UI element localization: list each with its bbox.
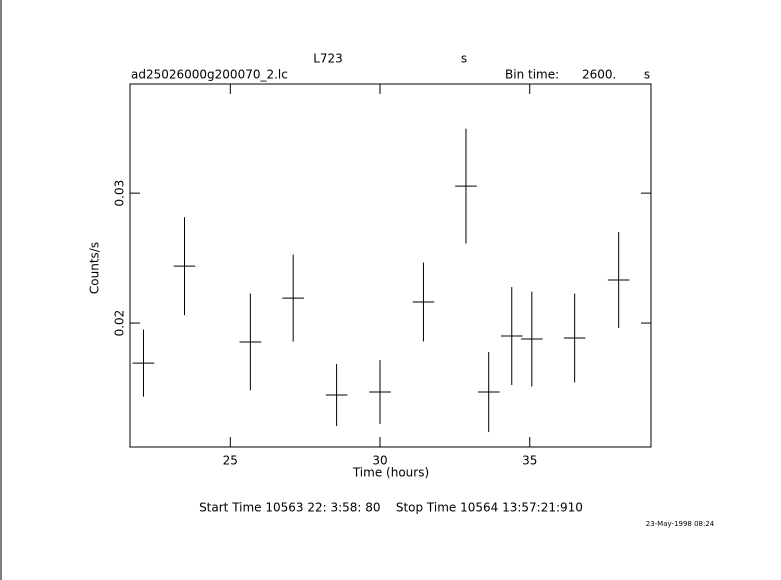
title-unit: s bbox=[461, 52, 467, 66]
footer: Start Time 10563 22: 3:58: 80 Stop Time … bbox=[199, 501, 583, 515]
bin-label: Bin time: bbox=[505, 68, 559, 82]
y-axis-label: Counts/s bbox=[88, 242, 102, 294]
plot-frame bbox=[129, 83, 652, 448]
x-axis-label: Time (hours) bbox=[352, 466, 429, 480]
x-tick-label: 30 bbox=[372, 454, 387, 468]
date-stamp: 23-May-1998 08:24 bbox=[646, 520, 715, 528]
x-tick-label: 25 bbox=[223, 454, 238, 468]
y-tick-label: 0.02 bbox=[113, 310, 127, 337]
subtitle: ad25026000g200070_2.lc bbox=[131, 68, 288, 82]
chart-title: L723 bbox=[313, 52, 343, 66]
bin-value: 2600. bbox=[582, 68, 616, 82]
x-tick-label: 35 bbox=[522, 454, 537, 468]
y-tick-label: 0.03 bbox=[113, 180, 127, 207]
bin-unit: s bbox=[644, 68, 650, 82]
